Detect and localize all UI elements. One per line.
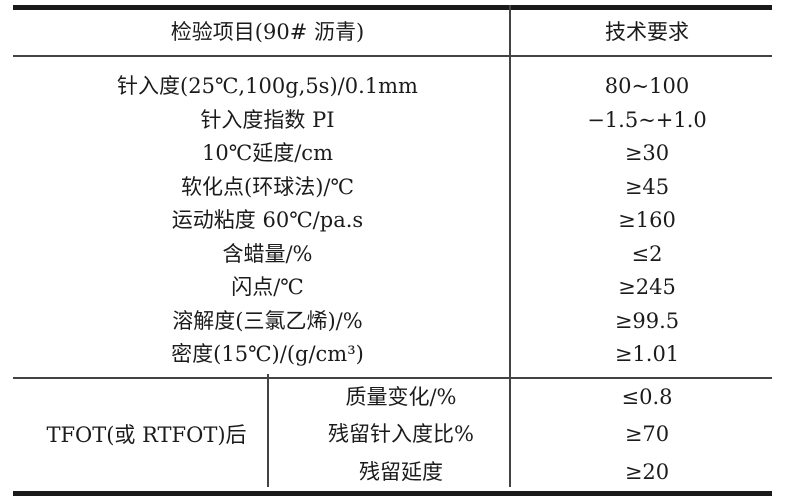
item-penetration-index: 针入度指数 PI — [200, 107, 335, 132]
column-divider-rule — [509, 5, 511, 487]
req-mass-change: ≤0.8 — [621, 385, 673, 410]
tfot-requirements-column: ≤0.8 ≥70 ≥20 — [522, 379, 772, 491]
item-flash-point: 闪点/℃ — [231, 275, 304, 300]
header-technical-requirement: 技术要求 — [605, 20, 689, 44]
table-row: 运动粘度 60℃/pa.s ≥160 — [13, 204, 772, 238]
table-row: 10℃延度/cm ≥30 — [13, 137, 772, 171]
item-residual-ductility: 残留延度 — [359, 459, 443, 484]
req-kinematic-viscosity: ≥160 — [618, 208, 676, 233]
table-row: 针入度(25℃,100g,5s)/0.1mm 80~100 — [13, 70, 772, 104]
req-residual-penetration: ≥70 — [624, 422, 670, 447]
tfot-divider-rule — [267, 374, 269, 487]
tfot-subitems-column: 质量变化/% 残留针入度比% 残留延度 — [280, 379, 522, 491]
table-top-rule — [13, 5, 772, 10]
table-row: 溶解度(三氯乙烯)/% ≥99.5 — [13, 305, 772, 339]
asphalt-spec-table: 检验项目(90# 沥青) 技术要求 针入度(25℃,100g,5s)/0.1mm… — [13, 5, 772, 497]
req-solubility: ≥99.5 — [614, 308, 680, 333]
req-flash-point: ≥245 — [618, 275, 676, 300]
item-mass-change: 质量变化/% — [345, 385, 457, 410]
item-density: 密度(15℃)/(g/cm³) — [171, 342, 364, 367]
table-row: 含蜡量/% ≤2 — [13, 238, 772, 272]
tfot-label: TFOT(或 RTFOT)后 — [46, 422, 247, 447]
tfot-section: TFOT(或 RTFOT)后 质量变化/% 残留针入度比% 残留延度 ≤0.8 … — [13, 379, 772, 491]
table-row: 闪点/℃ ≥245 — [13, 271, 772, 305]
req-penetration: 80~100 — [604, 74, 690, 99]
item-solubility: 溶解度(三氯乙烯)/% — [172, 308, 363, 333]
header-inspection-item: 检验项目(90# 沥青) — [170, 20, 365, 44]
req-wax-content: ≤2 — [631, 241, 663, 266]
item-wax-content: 含蜡量/% — [222, 241, 313, 266]
req-density: ≥1.01 — [614, 342, 680, 367]
item-residual-penetration: 残留针入度比% — [328, 422, 474, 447]
table-row: 软化点(环球法)/℃ ≥45 — [13, 171, 772, 205]
item-penetration: 针入度(25℃,100g,5s)/0.1mm — [117, 74, 418, 99]
section-separator-rule — [13, 377, 772, 379]
req-residual-ductility: ≥20 — [624, 459, 670, 484]
item-ductility-10c: 10℃延度/cm — [202, 141, 333, 166]
req-ductility-10c: ≥30 — [624, 141, 670, 166]
req-penetration-index: −1.5~+1.0 — [587, 107, 707, 132]
table-bottom-rule — [13, 491, 772, 496]
item-softening-point: 软化点(环球法)/℃ — [181, 174, 354, 199]
table-row: 密度(15℃)/(g/cm³) ≥1.01 — [13, 338, 772, 372]
table-header-row: 检验项目(90# 沥青) 技术要求 — [13, 10, 772, 55]
item-kinematic-viscosity: 运动粘度 60℃/pa.s — [171, 208, 364, 233]
main-rows-section: 针入度(25℃,100g,5s)/0.1mm 80~100 针入度指数 PI −… — [13, 57, 772, 377]
req-softening-point: ≥45 — [624, 174, 670, 199]
header-separator-rule — [13, 55, 772, 57]
table-row: 针入度指数 PI −1.5~+1.0 — [13, 104, 772, 138]
